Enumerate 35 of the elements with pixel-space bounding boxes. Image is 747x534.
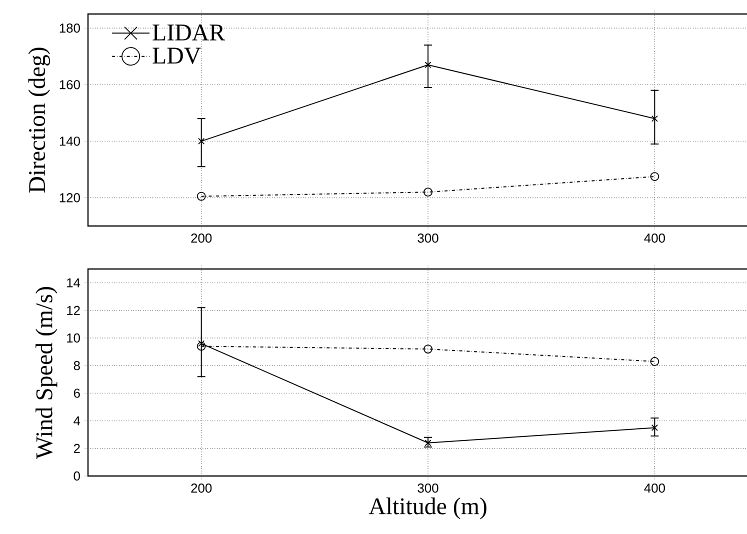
point xyxy=(650,357,660,366)
y-tick-label: 2 xyxy=(74,444,80,453)
x-tick-label: 200 xyxy=(191,484,212,493)
legend-label: LDV xyxy=(152,48,201,64)
y-tick-label: 0 xyxy=(74,471,80,481)
y-axis-title: Direction (deg) xyxy=(28,48,50,193)
point xyxy=(198,340,205,347)
x-tick-label: 400 xyxy=(644,484,665,493)
x-tick-label: 400 xyxy=(644,234,665,243)
point xyxy=(424,344,432,354)
point xyxy=(196,342,206,351)
point xyxy=(424,62,432,68)
x-tick-label: 300 xyxy=(418,484,438,493)
point xyxy=(424,188,432,197)
y-tick-label: 120 xyxy=(60,193,80,202)
y-tick-label: 8 xyxy=(74,361,80,370)
legend-label: LIDAR xyxy=(152,24,225,40)
y-tick-label: 180 xyxy=(60,24,80,33)
point xyxy=(196,192,206,201)
y-axis-title: Wind Speed (m/s) xyxy=(36,287,58,459)
y-tick-label: 6 xyxy=(74,388,80,398)
point xyxy=(198,138,205,144)
point xyxy=(651,424,658,431)
point xyxy=(651,115,658,122)
y-tick-label: 14 xyxy=(67,278,80,288)
y-tick-label: 10 xyxy=(67,333,80,343)
y-tick-label: 160 xyxy=(60,80,80,90)
y-tick-label: 140 xyxy=(60,136,80,146)
y-tick-label: 4 xyxy=(74,416,80,426)
point xyxy=(424,440,432,446)
point xyxy=(650,172,660,181)
y-tick-label: 12 xyxy=(67,306,80,315)
x-tick-label: 300 xyxy=(418,234,438,243)
x-axis-title: Altitude (m) xyxy=(368,498,486,520)
x-tick-label: 200 xyxy=(191,234,212,243)
